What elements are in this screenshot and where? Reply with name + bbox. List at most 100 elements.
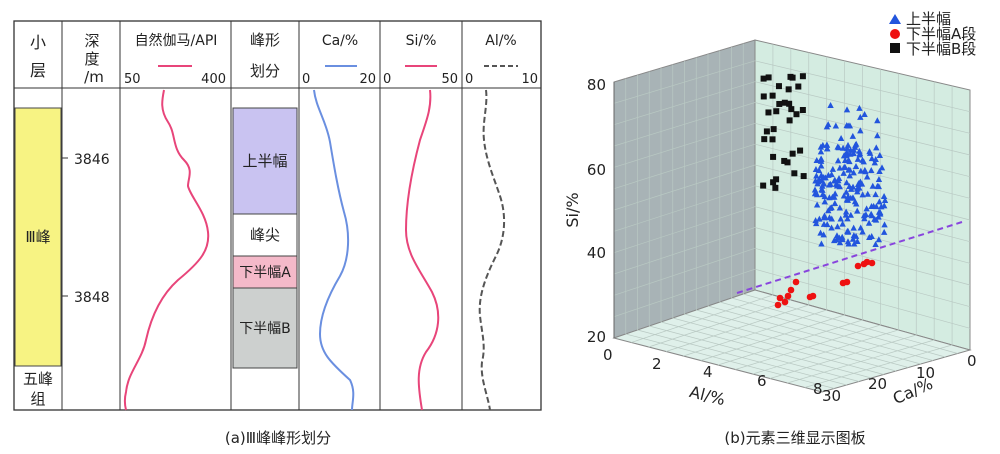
point-upper-half (880, 192, 888, 199)
side-grid-h (613, 102, 756, 147)
point-lower-half-b (773, 176, 780, 183)
point-upper-half (854, 207, 861, 214)
point-lower-half-a (787, 286, 795, 294)
header-ca: Ca/% (322, 33, 358, 49)
point-upper-half (851, 240, 858, 247)
point-upper-half (852, 232, 860, 239)
point-upper-half (847, 185, 855, 192)
point-upper-half (829, 193, 836, 200)
point-upper-half (859, 191, 866, 198)
point-lower-half-a (843, 278, 851, 286)
si-tick-80: 80 (587, 76, 606, 94)
point-lower-half-b (785, 86, 792, 93)
gamma-curve (123, 89, 210, 411)
point-upper-half (856, 104, 863, 111)
header-shape-line2: 划分 (250, 62, 280, 80)
gamma-scale-min: 50 (124, 72, 141, 87)
point-upper-half (825, 171, 832, 178)
point-lower-half-b (781, 99, 788, 106)
point-upper-half (844, 141, 852, 148)
point-upper-half (863, 173, 871, 180)
header-depth-line3: /m (84, 68, 104, 86)
point-upper-half (868, 155, 876, 162)
back-grid-h (754, 268, 971, 329)
point-upper-half (819, 174, 827, 181)
legend-lower-b-marker (890, 43, 900, 53)
point-lower-half-a (774, 301, 782, 309)
si-scale-max: 50 (441, 72, 458, 87)
ca-curve (313, 89, 355, 411)
point-upper-half (872, 240, 879, 247)
point-lower-half-b (784, 159, 791, 166)
point-upper-half (834, 223, 841, 230)
point-upper-half (827, 180, 834, 187)
point-lower-half-b (791, 170, 798, 177)
al-scale-max: 10 (521, 72, 538, 87)
point-lower-half-b (799, 107, 806, 114)
point-upper-half (817, 143, 825, 150)
ca-tick-30: 30 (822, 387, 841, 405)
point-upper-half (854, 188, 861, 195)
layer-wufeng-label-line2: 组 (30, 390, 45, 408)
point-upper-half (870, 202, 877, 209)
side-grid-h (613, 248, 756, 296)
point-upper-half (827, 102, 834, 109)
point-lower-half-a (854, 262, 862, 270)
header-shape-line1: 峰形 (250, 31, 280, 49)
point-lower-half-b (789, 150, 796, 157)
point-lower-half-b (761, 136, 768, 143)
point-upper-half (823, 141, 831, 148)
zone-peak-tip-label: 峰尖 (250, 226, 280, 244)
zone-upper-half-label: 上半幅 (242, 152, 287, 170)
point-lower-half-b (760, 182, 767, 189)
scatter-points (760, 73, 889, 309)
header-depth-line1: 深 (84, 32, 99, 50)
al-tick-6: 6 (757, 372, 767, 390)
al-curve (478, 89, 506, 411)
point-upper-half (875, 236, 883, 243)
point-upper-half (818, 186, 825, 193)
well-log-panel: 小 层 深 度 /m 自然伽马/API 50 400 峰形 划分 Ca/% 0 … (13, 20, 542, 447)
point-upper-half (865, 219, 873, 226)
point-upper-half (859, 228, 866, 235)
al-axis-label: Al/% (688, 382, 728, 409)
point-upper-half (869, 182, 876, 189)
point-upper-half (819, 191, 826, 198)
point-upper-half (821, 198, 828, 205)
ca-tick-10: 10 (916, 364, 935, 382)
point-upper-half (839, 220, 846, 227)
point-upper-half (837, 215, 844, 222)
point-upper-half (857, 127, 864, 134)
zone-peak-tip (232, 213, 298, 257)
legend-lower-b-label: 下半幅B段 (906, 40, 976, 58)
header-layer-line1: 小 (30, 33, 46, 52)
point-upper-half (842, 211, 850, 218)
al-tick-2: 2 (652, 355, 662, 373)
al-tick-8: 8 (813, 380, 823, 398)
column-separators (61, 21, 463, 410)
right-caption: (b)元素三维显示图板 (724, 429, 865, 447)
point-upper-half (866, 149, 874, 156)
side-grid-h (613, 206, 756, 253)
point-upper-half (843, 106, 851, 113)
ca-tick-0: 0 (967, 352, 977, 370)
si-curve (404, 89, 440, 411)
point-upper-half (829, 165, 837, 172)
si-tick-40: 40 (587, 244, 606, 262)
side-grid-h (613, 122, 756, 168)
ca-scale-min: 0 (302, 72, 310, 87)
grid-lines (613, 43, 971, 389)
point-upper-half (844, 215, 851, 222)
point-upper-half (837, 135, 845, 142)
point-lower-half-b (788, 106, 795, 113)
point-upper-half (832, 122, 840, 129)
point-upper-half (836, 183, 843, 190)
point-upper-half (861, 215, 868, 222)
point-lower-half-a (781, 298, 789, 306)
point-upper-half (845, 122, 852, 129)
point-lower-half-b (765, 74, 772, 81)
point-upper-half (823, 145, 831, 152)
point-upper-half (836, 239, 844, 246)
point-lower-half-b (781, 157, 788, 164)
